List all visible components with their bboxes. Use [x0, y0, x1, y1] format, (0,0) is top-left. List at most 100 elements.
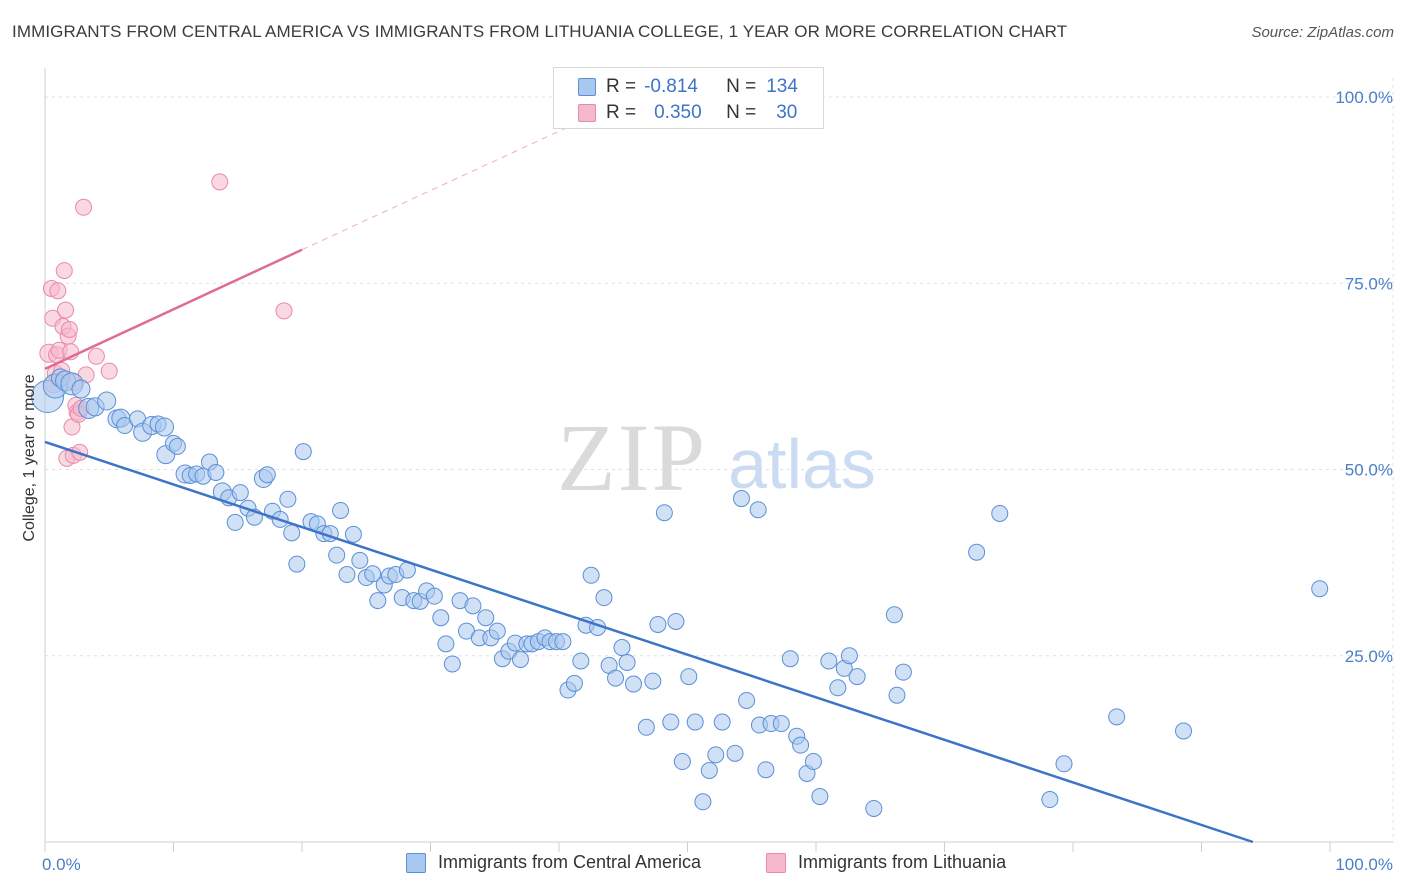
central-america-point — [686, 713, 704, 731]
lithuania-legend-label: Immigrants from Lithuania — [798, 852, 1007, 872]
central-america-point — [749, 501, 767, 519]
legend-n-label: N = — [726, 102, 757, 123]
y-tick-label: 75.0% — [1345, 274, 1393, 293]
central-america-point — [707, 746, 725, 764]
y-tick-label: 50.0% — [1345, 461, 1393, 480]
legend-r-label: R = — [606, 76, 637, 97]
correlation-legend: R = -0.814 N = 134 R = 0.350 N = 30 — [553, 67, 824, 129]
lithuania-legend-swatch — [766, 852, 786, 873]
central-america-point — [673, 753, 691, 771]
central-america-point — [231, 484, 249, 502]
legend-r-label: R = — [606, 102, 637, 123]
central-america-point — [694, 793, 712, 811]
legend-n-label: N = — [726, 76, 757, 97]
central-america-point — [618, 653, 636, 671]
central-america-point — [811, 788, 829, 806]
central-america-point — [477, 609, 495, 627]
central-america-point — [432, 609, 450, 627]
tick-labels: 25.0% 50.0% 75.0% 100.0% 0.0% 100.0% — [42, 88, 1393, 874]
watermark: ZIP atlas — [557, 404, 876, 511]
central-america-point — [713, 713, 731, 731]
central-america-point — [738, 691, 756, 709]
watermark-zip: ZIP — [557, 404, 707, 511]
x-tick-label: 0.0% — [42, 855, 81, 874]
lithuania-point — [57, 301, 75, 319]
central-america-point — [464, 597, 482, 615]
lithuania-point — [75, 198, 93, 216]
central-america-point — [155, 417, 175, 437]
central-america-point — [655, 504, 673, 522]
central-america-point — [667, 612, 685, 630]
central-america-point — [894, 663, 912, 681]
central-america-r-value: -0.814 — [644, 76, 698, 97]
lithuania-trend-line — [44, 248, 303, 371]
central-america-point — [71, 379, 91, 399]
central-america-trend-line — [44, 440, 1254, 844]
central-america-point — [364, 565, 382, 583]
central-america-point — [757, 761, 775, 779]
watermark-atlas: atlas — [728, 425, 876, 503]
central-america-point — [781, 650, 799, 668]
central-america-point — [1108, 708, 1126, 726]
legend-row-central-america: R = -0.814 N = 134 — [578, 75, 798, 99]
y-tick-label: 25.0% — [1345, 647, 1393, 666]
central-america-point — [613, 639, 631, 657]
central-america-swatch — [578, 78, 596, 96]
central-america-point — [288, 555, 306, 573]
central-america-point — [625, 675, 643, 693]
legend-item-lithuania: Immigrants from Lithuania — [766, 852, 1006, 873]
lithuania-point — [275, 302, 293, 320]
legend-item-central-america: Immigrants from Central America — [406, 852, 701, 873]
central-america-point — [226, 513, 244, 531]
central-america-point — [344, 525, 362, 543]
central-america-point — [437, 635, 455, 653]
axes — [44, 68, 1393, 852]
central-america-point — [258, 466, 276, 484]
chart-title: IMMIGRANTS FROM CENTRAL AMERICA VS IMMIG… — [12, 22, 1068, 41]
central-america-point — [554, 633, 572, 651]
legend-row-lithuania: R = 0.350 N = 30 — [578, 101, 797, 125]
y-axis-label: College, 1 year or more — [21, 374, 38, 541]
central-america-point — [443, 655, 461, 673]
central-america-point — [425, 587, 443, 605]
central-america-point — [700, 761, 718, 779]
central-america-point — [680, 668, 698, 686]
central-america-point — [637, 718, 655, 736]
central-america-point — [351, 551, 369, 569]
central-america-point — [294, 443, 312, 461]
central-america-point — [991, 504, 1009, 522]
source-credit: Source: ZipAtlas.com — [1251, 24, 1394, 41]
central-america-point — [595, 589, 613, 607]
central-america-point — [848, 668, 866, 686]
lithuania-point — [211, 173, 229, 191]
central-america-point — [97, 391, 117, 411]
central-america-point — [1055, 755, 1073, 773]
central-america-point — [369, 592, 387, 610]
central-america-point — [804, 753, 822, 771]
central-america-point — [332, 501, 350, 519]
lithuania-trend-line-dashed — [301, 127, 566, 251]
central-america-point — [968, 543, 986, 561]
central-america-point — [662, 713, 680, 731]
central-america-legend-label: Immigrants from Central America — [438, 852, 702, 872]
y-tick-label: 100.0% — [1335, 88, 1393, 107]
central-america-point — [488, 622, 506, 640]
central-america-point — [607, 669, 625, 687]
central-america-point — [649, 615, 667, 633]
central-america-legend-swatch — [406, 852, 426, 873]
lithuania-point — [100, 362, 118, 380]
x-tick-label: 100.0% — [1335, 855, 1393, 874]
lithuania-point — [55, 262, 73, 280]
central-america-point — [829, 679, 847, 697]
central-america-point — [840, 647, 858, 665]
central-america-point — [168, 437, 186, 455]
lithuania-n-value: 30 — [776, 102, 798, 123]
central-america-point — [511, 650, 529, 668]
central-america-point — [865, 799, 883, 817]
central-america-point — [772, 715, 790, 733]
trend-lines — [301, 127, 566, 251]
central-america-point — [732, 490, 750, 508]
central-america-point — [792, 736, 810, 754]
central-america-point — [283, 524, 301, 542]
